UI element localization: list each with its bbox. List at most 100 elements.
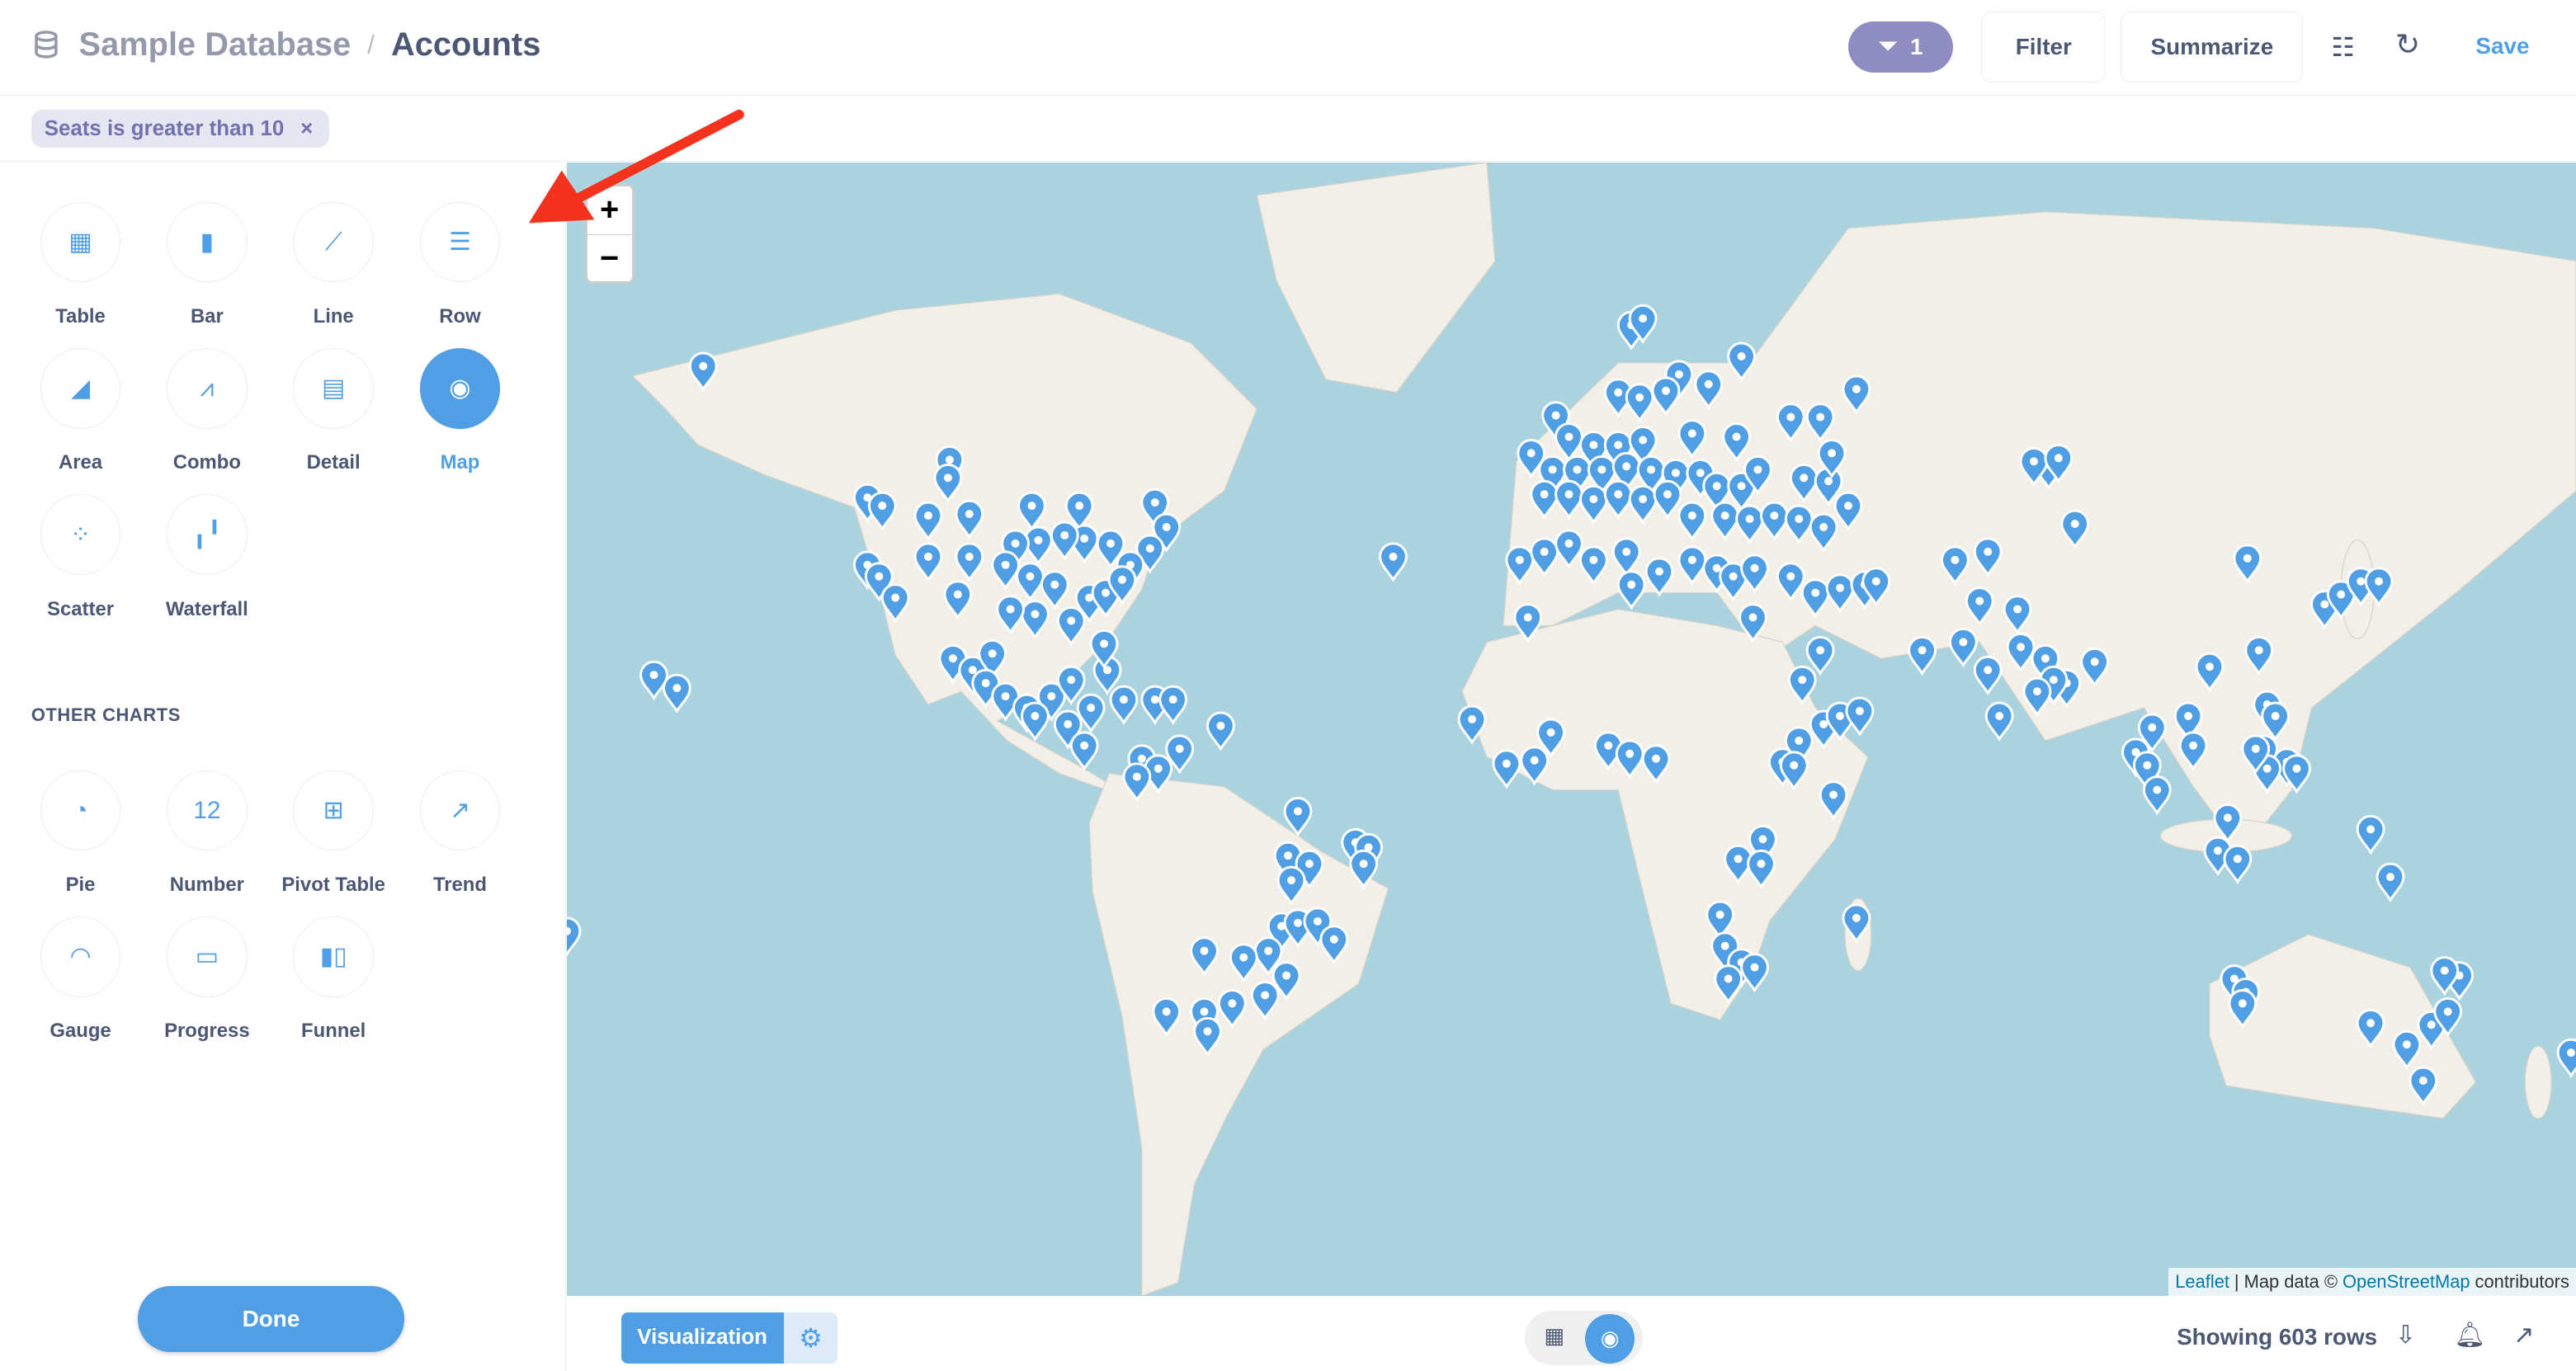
map-pin[interactable] <box>1107 565 1137 605</box>
map-pin[interactable] <box>1984 701 2014 742</box>
map-pin[interactable] <box>2178 731 2208 771</box>
map-pin[interactable] <box>2223 844 2253 885</box>
chart-type-combo[interactable]: ⩘ Combo <box>141 348 272 474</box>
map-pin[interactable] <box>1089 629 1119 670</box>
map-pin[interactable] <box>1694 370 1724 410</box>
map-view[interactable] <box>566 163 2576 1296</box>
map-pin[interactable] <box>1505 545 1535 586</box>
map-pin[interactable] <box>1152 512 1182 553</box>
table-view-icon[interactable]: ▦ <box>1544 1324 1564 1348</box>
map-pin[interactable] <box>1250 981 1280 1021</box>
map-pin[interactable] <box>1158 685 1187 725</box>
map-pin[interactable] <box>1349 849 1378 890</box>
map-pin[interactable] <box>1457 704 1487 745</box>
map-pin[interactable] <box>1948 628 1978 668</box>
map-pin[interactable] <box>2233 544 2262 584</box>
map-pin[interactable] <box>2132 751 2162 791</box>
map-pin[interactable] <box>1702 471 1732 512</box>
map-pin[interactable] <box>2375 862 2405 902</box>
map-pin[interactable] <box>913 501 943 541</box>
map-pin[interactable] <box>1738 603 1767 643</box>
map-pin[interactable] <box>1628 304 1658 345</box>
map-pin[interactable] <box>1842 903 1871 944</box>
map-pin[interactable] <box>2173 701 2203 742</box>
map-pin[interactable] <box>1578 545 1608 586</box>
map-pin[interactable] <box>1809 512 1838 553</box>
map-pin[interactable] <box>2228 989 2258 1029</box>
chart-type-line[interactable]: ⟋ Line <box>268 201 399 328</box>
chart-type-trend[interactable]: ↗ Trend <box>394 770 526 897</box>
map-pin[interactable] <box>1739 953 1769 993</box>
map-pin[interactable] <box>1192 1016 1222 1058</box>
map-pin[interactable] <box>1283 797 1313 837</box>
map-pin[interactable] <box>2356 1008 2385 1049</box>
map-pin[interactable] <box>1779 751 1809 791</box>
map-pin[interactable] <box>1784 726 1814 766</box>
map-pin[interactable] <box>1739 554 1769 594</box>
map-pin[interactable] <box>1020 600 1050 640</box>
map-pin[interactable] <box>1578 484 1608 525</box>
map-pin[interactable] <box>1492 749 1522 789</box>
map-pin[interactable] <box>1319 925 1349 965</box>
filter-count-badge[interactable]: ⏷ 1 <box>1847 21 1954 73</box>
map-pin[interactable] <box>955 499 984 539</box>
map-pin[interactable] <box>2392 1029 2422 1071</box>
map-pin[interactable] <box>2241 734 2271 775</box>
map-pin[interactable] <box>1710 501 1739 541</box>
map-pin[interactable] <box>1861 567 1891 607</box>
map-pin[interactable] <box>1734 504 1764 544</box>
map-pin[interactable] <box>1611 452 1641 492</box>
chart-type-progress[interactable]: ▭ Progress <box>141 916 272 1043</box>
zoom-in-button[interactable]: + <box>587 186 632 235</box>
map-pin[interactable] <box>1845 696 1875 737</box>
map-pin[interactable] <box>1628 484 1658 525</box>
map-pin[interactable] <box>1538 455 1567 496</box>
map-pin[interactable] <box>1378 542 1408 582</box>
map-pin[interactable] <box>1562 455 1592 496</box>
osm-link[interactable]: OpenStreetMap <box>2342 1270 2470 1292</box>
map-pin[interactable] <box>1513 603 1543 643</box>
map-pin[interactable] <box>1069 731 1099 771</box>
map-pin[interactable] <box>1271 961 1301 1001</box>
map-pin[interactable] <box>1805 403 1835 443</box>
map-pin[interactable] <box>943 580 973 620</box>
map-pin[interactable] <box>1017 491 1046 531</box>
map-pin[interactable] <box>1109 685 1139 725</box>
map-pin[interactable] <box>1819 780 1848 821</box>
chart-type-waterfall[interactable]: ╻╹ Waterfall <box>141 494 272 620</box>
map-pin[interactable] <box>2364 567 2394 607</box>
map-pin[interactable] <box>913 542 943 582</box>
chart-type-detail[interactable]: ▤ Detail <box>268 348 399 474</box>
map-pin[interactable] <box>2556 1038 2576 1078</box>
map-pin[interactable] <box>1578 431 1608 471</box>
chart-type-pie[interactable]: ◔ Pie <box>15 770 146 897</box>
map-pin[interactable] <box>1064 491 1094 531</box>
map-pin[interactable] <box>2433 997 2463 1038</box>
map-pin[interactable] <box>955 542 984 582</box>
map-pin[interactable] <box>1520 746 1550 786</box>
map-pin[interactable] <box>2060 509 2090 549</box>
map-pin[interactable] <box>1817 439 1847 479</box>
map-pin[interactable] <box>1625 383 1654 423</box>
map-pin[interactable] <box>1076 693 1106 733</box>
map-pin[interactable] <box>1165 734 1194 775</box>
map-pin[interactable] <box>1611 537 1641 577</box>
breadcrumb-database[interactable]: Sample Database <box>78 26 351 63</box>
map-pin[interactable] <box>1554 529 1583 569</box>
map-pin[interactable] <box>1050 521 1079 561</box>
map-pin[interactable] <box>2142 775 2172 816</box>
map-pin[interactable] <box>1020 701 1050 742</box>
map-pin[interactable] <box>1706 900 1734 940</box>
map-pin[interactable] <box>933 463 963 504</box>
map-pin[interactable] <box>864 562 894 602</box>
close-icon[interactable]: × <box>300 116 314 140</box>
map-pin[interactable] <box>2022 676 2052 717</box>
map-pin[interactable] <box>1677 501 1707 541</box>
map-pin[interactable] <box>1651 376 1681 417</box>
filter-pill[interactable]: Seats is greater than 10 × <box>31 110 330 148</box>
map-pin[interactable] <box>2244 636 2274 676</box>
map-pin[interactable] <box>1973 537 2003 577</box>
map-pin[interactable] <box>1644 557 1674 597</box>
map-pin[interactable] <box>1833 491 1863 531</box>
map-pin[interactable] <box>1530 537 1559 577</box>
